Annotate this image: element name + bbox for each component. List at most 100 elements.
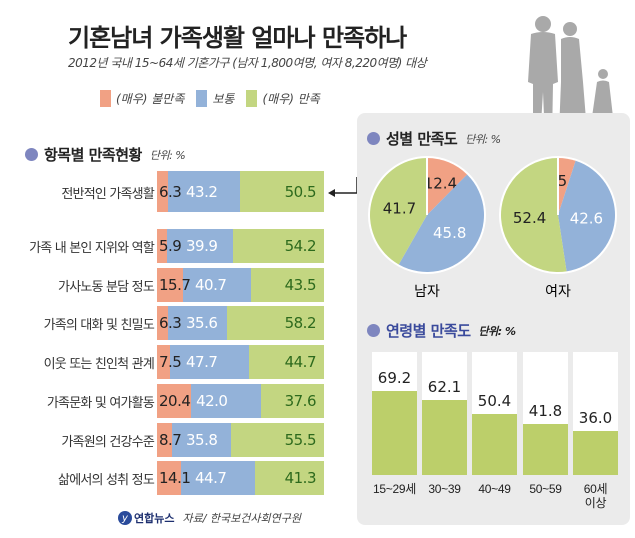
legend-satisfied: (매우) 만족 — [246, 90, 320, 107]
data-label-dissatisfied: 14.1 — [159, 469, 191, 487]
bar-segment-dissatisfied — [157, 423, 172, 457]
bar-segment-neutral — [191, 384, 262, 418]
section-title: 연령별 만족도 — [386, 322, 471, 340]
pie-slice-dissatisfied — [427, 158, 468, 215]
bar-row: 8.7 35.8 55.5 — [157, 423, 324, 457]
bar-segment-neutral — [166, 229, 234, 263]
data-label-dissatisfied: 6.3 — [159, 182, 182, 201]
age-value: 50.4 — [477, 392, 512, 411]
unit-label: 단위: % — [149, 148, 186, 162]
bar-segment-satisfied — [249, 345, 324, 379]
row-label: 가족의 대화 및 친밀도 — [43, 318, 155, 333]
row-label: 가족원의 건강수준 — [61, 435, 154, 450]
bar-segment-dissatisfied — [157, 229, 167, 263]
age-label: 30~39 — [428, 482, 461, 496]
legend-label: 보통 — [212, 92, 235, 106]
bar-segment-neutral — [171, 423, 232, 457]
legend-dissatisfied: (매우) 불만족 — [100, 90, 184, 107]
data-label-neutral: 42.0 — [196, 392, 228, 410]
pie-label: 12.4 — [424, 174, 457, 192]
age-bar — [372, 391, 417, 475]
age-value: 41.8 — [528, 402, 563, 421]
bar-row: 14.1 44.7 41.3 — [157, 461, 325, 495]
data-label-satisfied: 58.2 — [284, 314, 317, 332]
legend-neutral: 보통 — [196, 90, 234, 107]
pie-slice-satisfied — [500, 158, 567, 272]
data-label-satisfied: 54.2 — [284, 237, 317, 255]
bar-segment-dissatisfied — [157, 268, 184, 302]
row-label: 가족 내 본인 지위와 역할 — [29, 241, 155, 256]
data-label-satisfied: 55.5 — [284, 431, 317, 449]
age-label: 40~49 — [478, 482, 511, 496]
bullet-icon — [25, 148, 38, 161]
section-title-age: 연령별 만족도 단위: % — [367, 320, 516, 341]
age-bar — [422, 399, 467, 475]
data-label-dissatisfied: 5.9 — [159, 237, 182, 255]
legend-label: (매우) 불만족 — [116, 92, 185, 106]
unit-label: 단위: % — [478, 324, 517, 338]
bullet-icon — [367, 324, 380, 337]
bullet-icon — [367, 132, 380, 145]
age-bar — [523, 424, 568, 475]
bar-segment-neutral — [167, 171, 240, 212]
section-title-gender: 성별 만족도 단위: % — [367, 128, 501, 149]
bar-segment-satisfied — [255, 461, 325, 495]
pie-name: 남자 — [414, 284, 440, 300]
row-label: 삶에서의 성취 정도 — [58, 473, 155, 488]
data-label-dissatisfied: 7.5 — [159, 353, 182, 371]
bar-segment-neutral — [167, 306, 227, 340]
data-label-neutral: 40.7 — [195, 276, 227, 294]
pie-slice-dissatisfied — [558, 158, 576, 215]
pie-slice-neutral — [398, 174, 484, 272]
data-label-dissatisfied: 20.4 — [159, 392, 191, 410]
pie-name: 여자 — [545, 284, 571, 300]
section-title-items: 항목별 만족현황 단위: % — [25, 144, 186, 165]
bar-segment-dissatisfied — [157, 171, 168, 212]
section-title: 성별 만족도 — [386, 130, 458, 148]
source-label: 자료/ 한국보건사회연구원 — [182, 512, 302, 525]
data-label-satisfied: 43.5 — [284, 276, 317, 294]
section-title: 항목별 만족현황 — [44, 146, 142, 164]
data-label-satisfied: 50.5 — [284, 182, 317, 201]
age-column: 62.1 — [422, 352, 467, 475]
data-label-neutral: 47.7 — [186, 353, 218, 371]
pie-label: 52.4 — [513, 209, 546, 227]
bar-row: 6.3 35.6 58.2 — [157, 306, 325, 340]
data-label-satisfied: 37.6 — [284, 392, 317, 410]
pie-label: 42.6 — [570, 209, 603, 227]
age-value: 36.0 — [578, 409, 613, 428]
bar-segment-satisfied — [231, 423, 324, 457]
age-bar — [472, 414, 517, 475]
page-title: 기혼남녀 가족생활 얼마나 만족하나 — [68, 24, 407, 52]
bar-segment-neutral — [183, 268, 252, 302]
bar-segment-dissatisfied — [157, 384, 192, 418]
row-label: 가사노동 분담 정도 — [58, 280, 155, 295]
row-label: 전반적인 가족생활 — [61, 186, 154, 202]
age-value: 69.2 — [377, 369, 412, 388]
bar-row: 5.9 39.9 54.2 — [157, 229, 324, 263]
gender-pie-charts: 12.445.841.7남자5.042.652.4여자 — [368, 156, 617, 300]
age-label: 50~59 — [529, 482, 562, 496]
data-label-dissatisfied: 8.7 — [159, 431, 182, 449]
pie-label: 45.8 — [433, 224, 466, 242]
data-label-satisfied: 41.3 — [284, 469, 317, 487]
bar-segment-dissatisfied — [157, 306, 168, 340]
yonhap-logo-icon: y — [118, 511, 132, 525]
legend-label: (매우) 만족 — [262, 92, 320, 106]
pie-slice-neutral — [558, 160, 615, 272]
subtitle: 2012년 국내 15~64세 기혼가구 (남자 1,800여명, 여자 8,2… — [68, 56, 427, 70]
age-column: 41.8 — [523, 352, 568, 475]
bar-row: 6.3 43.2 50.5 — [157, 171, 324, 212]
bar-row: 15.7 40.7 43.5 — [157, 268, 324, 302]
age-column: 69.2 — [372, 352, 417, 475]
bar-segment-satisfied — [251, 268, 324, 302]
bar-row: 20.4 42.0 37.6 — [157, 384, 324, 418]
data-label-neutral: 35.6 — [186, 314, 218, 332]
unit-label: 단위: % — [465, 132, 501, 146]
data-label-satisfied: 44.7 — [284, 353, 317, 371]
bar-segment-satisfied — [226, 306, 325, 340]
age-column: 50.4 — [472, 352, 517, 475]
arrow-icon — [328, 177, 358, 197]
data-label-neutral: 39.9 — [186, 237, 218, 255]
data-label-neutral: 35.8 — [186, 431, 218, 449]
